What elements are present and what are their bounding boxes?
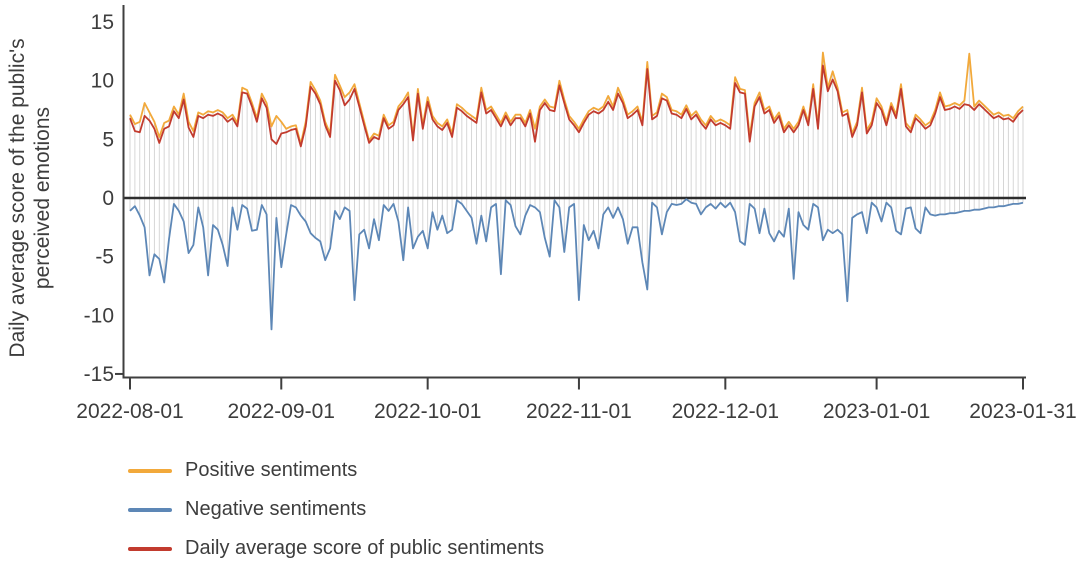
legend-item-negative: Negative sentiments [128,498,544,521]
legend-label-negative: Negative sentiments [185,498,367,520]
y-tick-label: -15 [84,363,114,386]
average-line [129,64,1024,148]
legend-item-positive: Positive sentiments [128,459,544,482]
y-tick-label: -10 [84,304,114,327]
legend-swatch-negative [128,507,172,512]
x-tick-label: 2022-08-01 [76,400,183,423]
plot-area: 2022-08-01 2022-09-01 2022-10-01 2022-11-01… [76,5,1077,423]
x-tick-label: 2022-11-01 [526,400,632,423]
negative-line [129,198,1024,331]
legend-label-positive: Positive sentiments [185,459,358,481]
legend-swatch-average [128,546,172,551]
x-tick-label: 2023-01-31 [969,400,1076,423]
x-tick-label: 2022-09-01 [228,400,335,423]
x-tick-label: 2022-12-01 [672,400,779,423]
x-tick-label: 2022-10-01 [374,400,481,423]
y-tick-label: 0 [102,187,114,210]
legend-swatch-positive [128,468,172,473]
y-tick-label: 5 [102,128,114,151]
chart-legend: Positive sentiments Negative sentiments … [128,459,544,560]
y-tick-label: -5 [95,246,114,269]
x-tick-label: 2023-01-01 [823,400,930,423]
legend-label-average: Daily average score of public sentiments [185,537,545,559]
y-tick-label: 15 [91,11,114,34]
legend-item-average: Daily average score of public sentiments [128,537,544,560]
y-tick-label: 10 [91,70,114,93]
